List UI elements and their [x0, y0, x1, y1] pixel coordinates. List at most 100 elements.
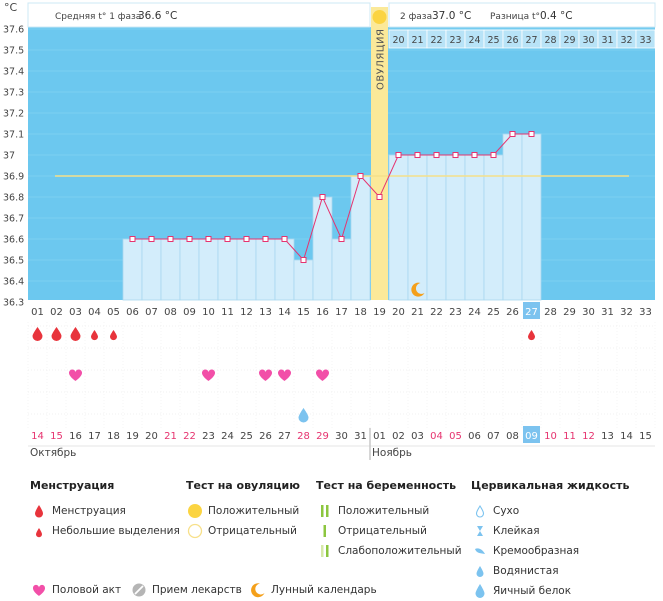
date-label: 14: [31, 431, 44, 442]
temp-point: [281, 236, 288, 242]
legend-cervical-watery: Водянистая: [493, 565, 559, 577]
y-tick-label: 36.3: [3, 298, 24, 309]
date-label: 29: [316, 431, 329, 442]
y-tick-label: 37.1: [3, 130, 24, 141]
temp-point: [319, 194, 326, 200]
date-label: 28: [297, 431, 310, 442]
ovulation-column: [371, 7, 388, 300]
sun-filled-icon: [186, 503, 204, 519]
temp-point: [129, 236, 136, 242]
date-label: 04: [430, 431, 443, 442]
legend-ovulation-title: Тест на овуляцию: [186, 479, 300, 492]
cycle-day-label: 07: [145, 307, 158, 318]
heart-icon: [315, 369, 330, 381]
phase2-header-day: 23: [449, 35, 461, 46]
phase2-header-day: 33: [639, 35, 651, 46]
heart-icon: [30, 582, 48, 598]
temp-bar: [407, 154, 428, 301]
y-tick-label: 37.3: [3, 88, 24, 99]
legend-menstruation-title: Менструация: [30, 479, 115, 492]
date-label: 22: [183, 431, 196, 442]
heart-icon: [258, 369, 273, 381]
legend-cervical-egg-white: Яичный белок: [493, 585, 572, 597]
cycle-day-label: 08: [164, 307, 177, 318]
phase2-header-day: 22: [430, 35, 442, 46]
temp-point: [490, 152, 497, 158]
cycle-day-highlight: [523, 302, 540, 319]
date-label: 24: [221, 431, 234, 442]
phase1-label: Средняя t° 1 фаза: [55, 12, 141, 22]
temp-bar: [160, 238, 181, 301]
legend-medication-label: Прием лекарств: [152, 584, 242, 596]
cycle-day-label: 22: [430, 307, 443, 318]
temp-bar: [236, 238, 257, 301]
date-label: 02: [392, 431, 405, 442]
date-label: 14: [620, 431, 633, 442]
y-tick-label: 36.9: [3, 172, 24, 183]
egg-white-icon: [298, 408, 309, 423]
blood-drop-icon: [51, 327, 62, 342]
date-label: 01: [373, 431, 386, 442]
temp-bar: [141, 238, 162, 301]
legend-lunar-label: Лунный календарь: [271, 584, 377, 596]
temp-bar: [483, 154, 504, 301]
cycle-day-label: 18: [354, 307, 367, 318]
temp-point: [186, 236, 193, 242]
legend-cervical-creamy: Кремообразная: [493, 545, 580, 557]
cycle-day-label: 01: [31, 307, 44, 318]
temp-bar: [426, 154, 447, 301]
temp-point: [300, 257, 307, 263]
cycle-day-label: 32: [620, 307, 633, 318]
date-label: 20: [145, 431, 158, 442]
cycle-day-label: 28: [544, 307, 557, 318]
small-drop-icon: [91, 330, 98, 341]
egg-white-icon: [471, 583, 489, 599]
difference-value: 0.4 °C: [540, 10, 573, 22]
phase2-header-day: 32: [620, 35, 632, 46]
double-line-icon: [316, 503, 334, 519]
cycle-day-label: 04: [88, 307, 101, 318]
legend-cervical-sticky: Клейкая: [493, 525, 540, 537]
phase2-value: 37.0 °C: [432, 10, 471, 22]
date-label: 16: [69, 431, 82, 442]
date-label: 23: [202, 431, 215, 442]
y-tick-label: 36.4: [3, 277, 24, 288]
date-label: 26: [259, 431, 272, 442]
temp-point: [338, 236, 345, 242]
faint-line-icon: [316, 543, 334, 559]
temperature-line: [129, 131, 535, 263]
phase2-header-day: 30: [582, 35, 594, 46]
phase2-label: 2 фаза: [400, 12, 432, 22]
heart-icon: [68, 369, 83, 381]
date-label: 03: [411, 431, 424, 442]
cycle-day-label: 19: [373, 307, 386, 318]
cycle-day-label: 24: [468, 307, 481, 318]
phase2-header-day: 28: [544, 35, 556, 46]
y-tick-label: 36.6: [3, 235, 24, 246]
legend-ovulation-positive: Положительный: [208, 505, 300, 517]
axes-layer: °C 37.6 37.5 37.4 37.3 37.2 37.1 37 36.9 36.8 36.7…: [3, 1, 655, 460]
difference-label: Разница t°: [490, 12, 540, 22]
temp-point: [433, 152, 440, 158]
date-label: 15: [50, 431, 63, 442]
blood-drop-icon: [30, 503, 48, 519]
temp-point: [376, 194, 383, 200]
phase2-header-day: 29: [563, 35, 575, 46]
cycle-day-label: 06: [126, 307, 139, 318]
date-label: 13: [601, 431, 614, 442]
legend-bottom: Половой акт Прием лекарств Лунный календ…: [0, 580, 663, 598]
temp-bar: [217, 238, 238, 301]
y-tick-label: 37.5: [3, 46, 24, 57]
temp-bar: [122, 238, 143, 301]
y-tick-label: 37.6: [3, 25, 24, 36]
bbt-chart: ОВУЛЯЦИЯ 20 21 22 23 24 25 26 27 28 29 30 31 32 33 °C 3…: [3, 1, 656, 460]
date-label: 11: [563, 431, 576, 442]
date-label: 10: [544, 431, 557, 442]
temp-point: [471, 152, 478, 158]
cycle-day-label: 11: [221, 307, 234, 318]
y-tick-label: 36.8: [3, 193, 24, 204]
blood-drop-icon: [32, 327, 43, 342]
date-label: 21: [164, 431, 177, 442]
y-tick-label: 36.5: [3, 256, 24, 267]
